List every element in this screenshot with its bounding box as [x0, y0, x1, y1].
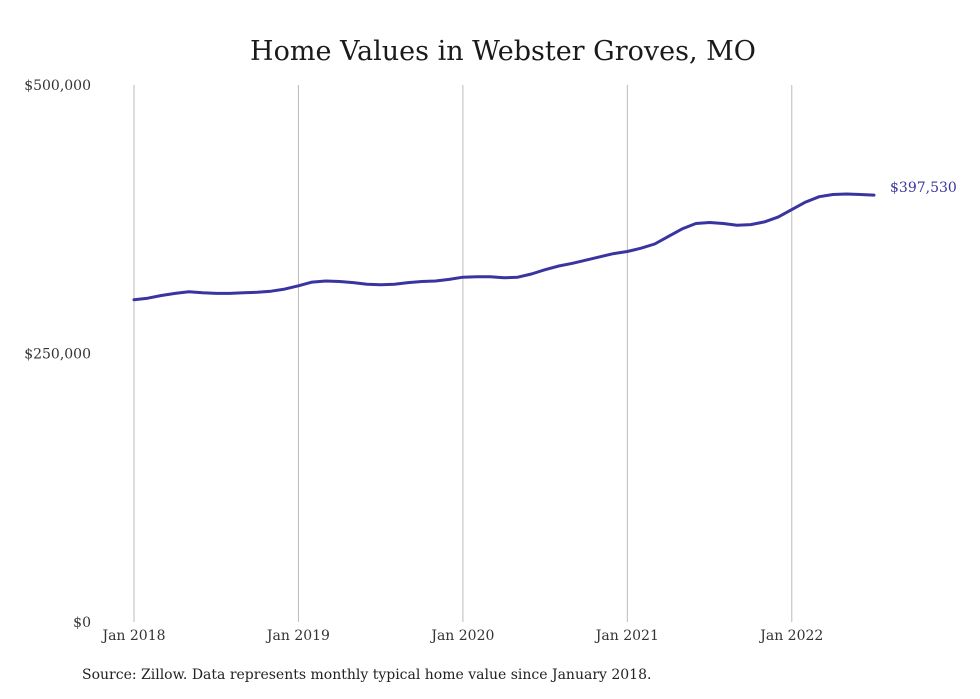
end-value-label: $397,530 [890, 180, 957, 196]
grid-lines [133, 85, 793, 622]
source-note: Source: Zillow. Data represents monthly … [82, 667, 652, 683]
x-tick-label: Jan 2020 [429, 628, 494, 644]
series-layer [132, 192, 876, 302]
y-tick-label: $0 [73, 615, 91, 631]
y-axis-ticks: $0 $250,000 $500,000 [24, 78, 91, 631]
x-tick-label: Jan 2022 [758, 628, 823, 644]
chart-title: Home Values in Webster Groves, MO [250, 36, 756, 67]
x-tick-label: Jan 2019 [265, 628, 330, 644]
x-tick-label: Jan 2018 [100, 628, 165, 644]
y-tick-label: $500,000 [24, 78, 91, 94]
x-tick-label: Jan 2021 [594, 628, 659, 644]
series-line [132, 192, 876, 302]
y-tick-label: $250,000 [24, 347, 91, 363]
x-axis-ticks: Jan 2018 Jan 2019 Jan 2020 Jan 2021 Jan 2022 [100, 628, 823, 644]
